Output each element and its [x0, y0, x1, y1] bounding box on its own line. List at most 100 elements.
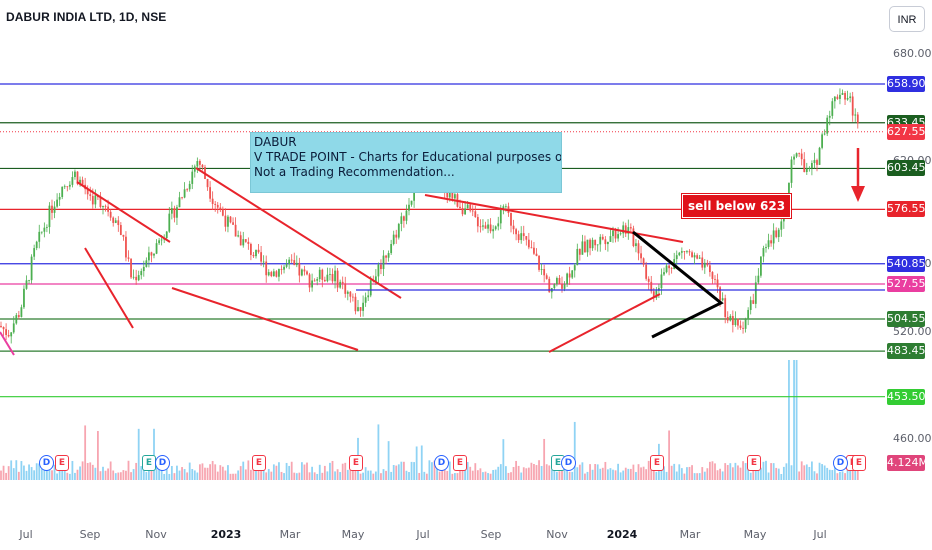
- volume-bar: [155, 467, 158, 480]
- volume-bar: [321, 472, 324, 480]
- dividend-icon[interactable]: D: [833, 455, 848, 471]
- candle-body: [244, 239, 247, 242]
- drawings: [0, 148, 885, 356]
- volume-bar: [482, 472, 484, 480]
- volume-bar: [826, 467, 829, 480]
- trendline-2[interactable]: [76, 181, 171, 243]
- volume-bar: [839, 471, 841, 480]
- note-annotation[interactable]: DABUR V TRADE POINT - Charts for Educati…: [250, 132, 562, 193]
- earnings-icon[interactable]: E: [747, 455, 761, 471]
- earnings-icon[interactable]: E: [650, 455, 664, 471]
- volume-bar: [696, 473, 699, 480]
- candle-body: [165, 231, 168, 238]
- candle-body: [385, 255, 387, 258]
- volume-bar: [79, 466, 81, 480]
- volume-bar: [298, 472, 301, 480]
- trendline-6[interactable]: [424, 194, 684, 243]
- candle-body: [211, 198, 214, 204]
- volume-bar: [714, 463, 716, 480]
- candle-body: [397, 223, 400, 238]
- volume-bar: [191, 468, 194, 480]
- volume-bar: [257, 469, 260, 480]
- earnings-icon[interactable]: E: [55, 455, 69, 471]
- candle-body: [346, 291, 349, 294]
- candle-body: [201, 164, 204, 168]
- volume-bar: [752, 468, 755, 480]
- candle-body: [844, 92, 846, 100]
- candle-body: [678, 252, 681, 256]
- candle-body: [813, 160, 816, 164]
- volume-bar: [790, 465, 793, 480]
- candle-body: [780, 221, 783, 230]
- trendline-5[interactable]: [171, 287, 359, 351]
- earnings-icon[interactable]: E: [852, 455, 866, 471]
- candle-body: [329, 273, 331, 275]
- trendline-3[interactable]: [84, 247, 134, 329]
- volume-bar: [724, 463, 727, 480]
- candle-body: [548, 278, 551, 293]
- candle-body: [339, 281, 342, 288]
- candle-body: [288, 259, 291, 265]
- candle-body: [576, 248, 579, 266]
- candle-body: [459, 206, 461, 209]
- note-line: DABUR: [254, 135, 297, 149]
- candle-body: [599, 236, 602, 245]
- trendline-1[interactable]: [0, 331, 15, 356]
- volume-bar: [377, 424, 380, 480]
- volume-bar: [550, 469, 553, 480]
- candle-body: [739, 325, 742, 328]
- dividend-icon[interactable]: D: [39, 455, 54, 471]
- candle-body: [617, 234, 619, 239]
- volume-bar: [339, 472, 342, 480]
- volume-bar: [474, 463, 477, 480]
- earnings-icon[interactable]: E: [453, 455, 467, 471]
- candle-body: [609, 236, 612, 242]
- candle-body: [568, 273, 571, 278]
- candle-body: [341, 281, 344, 284]
- volume-bar: [813, 471, 816, 480]
- earnings-icon[interactable]: E: [252, 455, 266, 471]
- volume-bar: [854, 462, 857, 480]
- volume-bar: [410, 461, 413, 480]
- volume-bar: [828, 469, 831, 480]
- dividend-icon[interactable]: D: [155, 455, 170, 471]
- candle-body: [624, 225, 627, 234]
- candle-body: [170, 208, 173, 214]
- candle-body: [267, 272, 270, 276]
- volume-bar: [38, 463, 41, 480]
- volume-bar: [153, 428, 155, 480]
- candle-body: [686, 251, 688, 253]
- triangle-pattern[interactable]: [632, 230, 724, 339]
- volume-bar: [693, 473, 696, 480]
- volume-bar: [823, 465, 826, 480]
- volume-bar: [808, 466, 811, 480]
- volume-bar: [109, 461, 112, 480]
- candle-body: [510, 212, 512, 226]
- volume-bar: [548, 465, 551, 480]
- volume-bar: [650, 465, 653, 480]
- volume-bar: [709, 461, 711, 480]
- candle-body: [191, 171, 194, 184]
- trendline-7[interactable]: [548, 293, 661, 353]
- candle-body: [323, 279, 326, 282]
- volume-bar: [510, 472, 512, 480]
- earnings-icon[interactable]: E: [142, 455, 156, 471]
- dividend-icon[interactable]: D: [561, 455, 576, 471]
- candle-body: [354, 296, 357, 312]
- candle-body: [816, 160, 818, 165]
- candle-body: [571, 270, 574, 278]
- volume-bar: [63, 462, 66, 480]
- candle-body: [770, 240, 772, 244]
- dividend-icon[interactable]: D: [434, 455, 449, 471]
- currency-button[interactable]: INR: [889, 6, 925, 32]
- trendline-4[interactable]: [195, 167, 402, 299]
- price-axis-tick: 680.00: [893, 47, 932, 60]
- sell-label[interactable]: sell below 623: [682, 194, 792, 218]
- candle-body: [176, 207, 178, 218]
- volume-bar: [408, 472, 410, 480]
- candle-body: [234, 224, 237, 237]
- candle-body: [831, 101, 834, 116]
- volume-bar: [91, 464, 94, 480]
- earnings-icon[interactable]: E: [349, 455, 363, 471]
